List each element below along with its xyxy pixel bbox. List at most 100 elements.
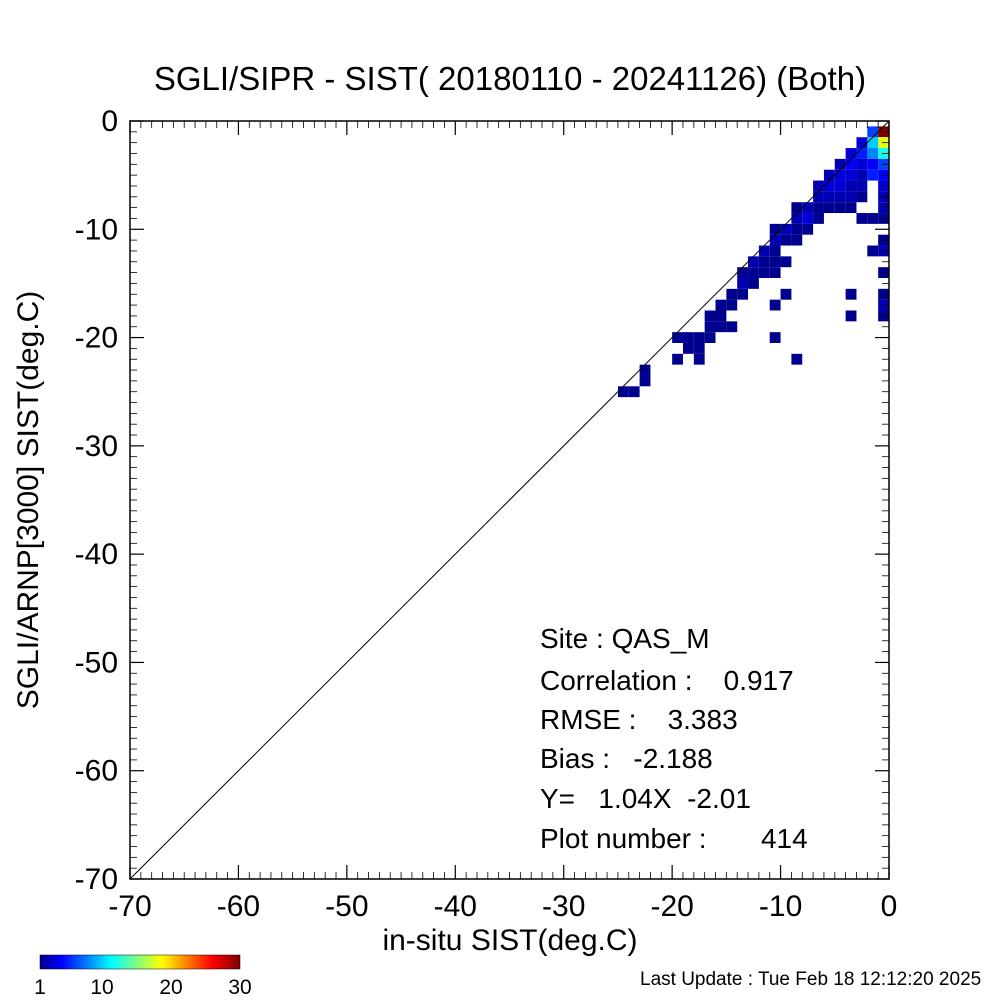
y-tick-label: -70: [75, 863, 118, 896]
colorbar-tick-label: 1: [34, 976, 46, 999]
colorbar-tick-label: 10: [90, 976, 113, 999]
y-tick-label: -10: [75, 213, 118, 246]
y-axis-title: SGLI/ARNP[3000] SIST(deg.C): [12, 291, 45, 710]
colorbar: [39, 954, 241, 970]
x-tick-label: -20: [650, 890, 693, 923]
y-tick-label: -40: [75, 538, 118, 571]
density-cell: [845, 202, 857, 214]
density-cell: [737, 267, 749, 279]
density-cell: [715, 299, 727, 311]
density-cell: [780, 223, 792, 235]
density-cell: [715, 321, 727, 333]
density-cell: [802, 213, 814, 224]
x-axis-title: in-situ SIST(deg.C): [382, 924, 637, 957]
density-cell: [867, 169, 879, 181]
density-cell: [834, 180, 846, 192]
x-tick-label: 0: [881, 890, 898, 923]
density-cell: [813, 202, 824, 214]
one-to-one-line: [129, 120, 890, 880]
minor-ticks: [129, 120, 890, 880]
density-cell: [682, 332, 694, 343]
y-tick-label: -20: [75, 322, 118, 355]
stat-correlation: Correlation : 0.917: [540, 665, 794, 696]
density-cell: [856, 158, 868, 170]
density-cell: [791, 213, 803, 224]
density-cell: [856, 137, 868, 149]
stats-box: Site : QAS_M Correlation : 0.917 RMSE : …: [540, 623, 808, 854]
density-cell: [704, 332, 716, 343]
density-cell: [693, 353, 705, 365]
density-cell: [845, 310, 857, 322]
density-cell: [672, 353, 683, 365]
density-cell: [737, 278, 749, 289]
last-update-text: Last Update : Tue Feb 18 12:12:20 2025: [640, 969, 981, 990]
x-tick-label: -40: [434, 890, 477, 923]
y-tick-label: 0: [101, 105, 118, 138]
density-cell: [856, 180, 868, 192]
density-cell: [791, 223, 803, 235]
density-cell: [769, 267, 781, 279]
density-cell: [748, 267, 759, 279]
colorbar-labels: 1 10 20 30: [34, 976, 252, 999]
density-cell: [726, 288, 738, 300]
density-cell: [867, 137, 879, 149]
density-cell: [867, 126, 879, 138]
density-cell: [726, 321, 738, 333]
y-tick-label: -50: [75, 646, 118, 679]
density-cell: [856, 191, 868, 203]
density-cell: [856, 148, 868, 159]
density-cell: [834, 169, 846, 181]
density-cell: [802, 202, 814, 214]
density-cell: [672, 332, 683, 343]
density-cell: [769, 299, 781, 311]
density-cell: [617, 386, 629, 398]
density-cell: [845, 191, 857, 203]
density-cell: [802, 223, 814, 235]
density-cell: [791, 353, 803, 365]
density-cell: [758, 267, 770, 279]
x-tick-label: -30: [542, 890, 585, 923]
density-cell: [715, 310, 727, 322]
density-cell: [867, 245, 879, 257]
density-cell: [791, 202, 803, 214]
density-cell: [867, 213, 879, 224]
density-cell: [704, 310, 716, 322]
density-cell: [845, 180, 857, 192]
density-cell: [823, 169, 835, 181]
stat-bias: Bias : -2.188: [540, 743, 713, 774]
stat-rmse: RMSE : 3.383: [540, 704, 738, 735]
density-cell: [693, 342, 705, 354]
density-cell: [769, 223, 781, 235]
x-tick-label: -10: [759, 890, 802, 923]
density-cell: [769, 332, 781, 343]
density-cell: [639, 364, 651, 376]
density-cell: [758, 245, 770, 257]
stat-site: Site : QAS_M: [540, 623, 710, 654]
stat-plot-number: Plot number : 414: [540, 823, 808, 854]
density-cell: [758, 256, 770, 268]
density-cell: [845, 148, 857, 159]
density-cell: [813, 213, 824, 224]
density-cell: [834, 158, 846, 170]
density-cell: [823, 180, 835, 192]
density-cell: [748, 256, 759, 268]
y-tick-labels: -70 -60 -50 -40 -30 -20 -10 0: [75, 105, 118, 896]
density-cell: [813, 180, 824, 192]
density-cell: [834, 202, 846, 214]
density-cell: [769, 234, 781, 246]
density-cell: [823, 191, 835, 203]
x-tick-label: -70: [108, 890, 151, 923]
density-cell: [780, 288, 792, 300]
stat-regression: Y= 1.04X -2.01: [540, 783, 751, 814]
density-cell: [845, 288, 857, 300]
x-tick-labels: -70 -60 -50 -40 -30 -20 -10 0: [108, 890, 897, 923]
density-cell: [791, 234, 803, 246]
density-cell: [834, 191, 846, 203]
density-cell: [845, 158, 857, 170]
density-cell: [693, 332, 705, 343]
density-cell: [780, 234, 792, 246]
density-cell: [856, 169, 868, 181]
density-cell: [704, 321, 716, 333]
density-cells: [617, 126, 889, 398]
